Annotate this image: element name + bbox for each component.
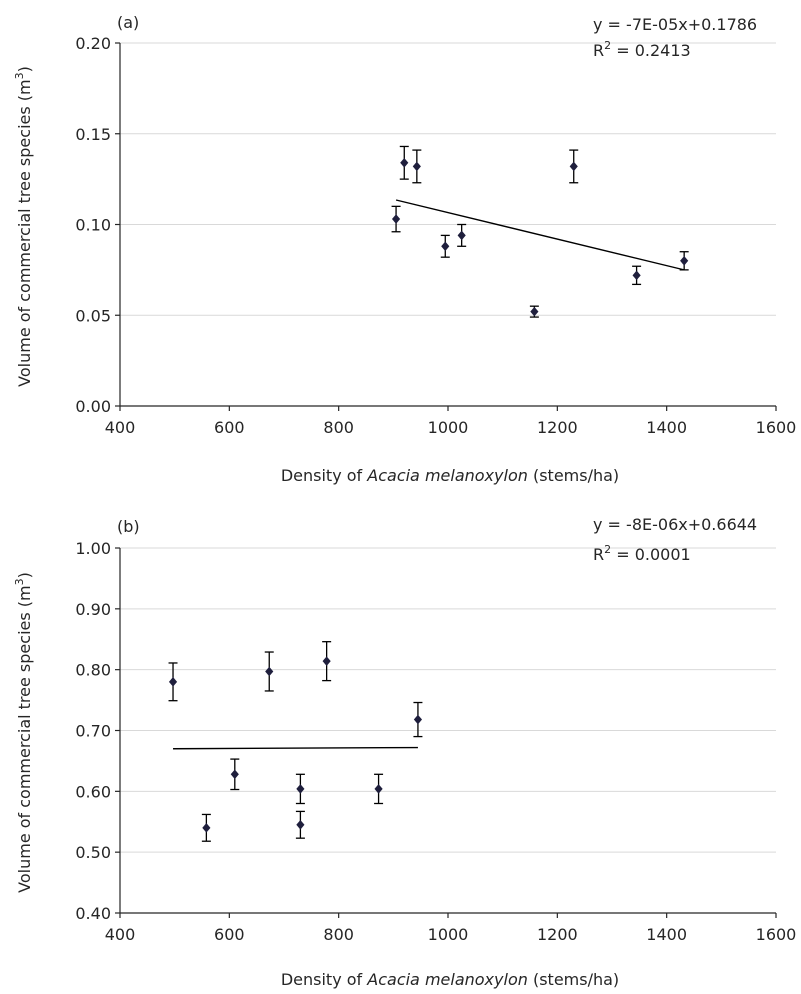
x-tick-label: 1600	[756, 418, 797, 437]
data-point	[457, 230, 466, 241]
data-point	[296, 784, 305, 794]
trendline	[395, 199, 685, 271]
x-tick-label: 600	[214, 418, 245, 437]
x-axis-label-prefix: Density of	[281, 970, 367, 989]
x-tick-label: 1200	[537, 925, 578, 944]
r-squared-value: = 0.0001	[611, 545, 691, 564]
x-tick-label: 1400	[646, 418, 687, 437]
x-axis-label-prefix: Density of	[281, 466, 367, 485]
x-axis-label-species: Acacia melanoxylon	[366, 466, 528, 485]
x-tick-label: 600	[214, 925, 245, 944]
x-tick-label: 1200	[537, 418, 578, 437]
r-squared-prefix: R	[593, 41, 604, 60]
x-axis-label: Density of Acacia melanoxylon (stems/ha)	[281, 466, 619, 485]
y-axis-label: Volume of commercial tree species (m3)	[13, 572, 34, 893]
chart-panel-b: 0.40 0.50 0.60 0.70 0.80 0.90 1.00 400 600 800 100…	[13, 515, 796, 989]
data-point	[413, 714, 423, 725]
data-point	[412, 161, 421, 172]
regression-equation: y = -8E-06x+0.6644	[593, 515, 757, 534]
y-tick-label: 0.20	[75, 34, 111, 53]
trendline	[173, 746, 418, 750]
y-tick-label: 0.15	[75, 125, 111, 144]
y-tick-label: 0.10	[75, 216, 111, 235]
data-point	[530, 306, 539, 317]
data-point	[374, 784, 383, 794]
data-point	[296, 819, 305, 830]
y-axis-label-sup: 3	[13, 72, 26, 79]
y-tick-label: 0.60	[75, 782, 111, 801]
x-axis-label-species: Acacia melanoxylon	[366, 970, 528, 989]
panel-label: (b)	[117, 517, 140, 536]
x-tick-label: 1400	[646, 925, 687, 944]
data-point	[265, 666, 274, 677]
y-axis-label-end: )	[15, 572, 34, 578]
x-axis-label-suffix: (stems/ha)	[528, 970, 619, 989]
r-squared-sup: 2	[604, 39, 611, 52]
data-point	[632, 270, 641, 281]
x-axis-label-suffix: (stems/ha)	[528, 466, 619, 485]
r-squared: R2 = 0.0001	[593, 543, 691, 564]
r-squared-sup: 2	[604, 543, 611, 556]
regression-equation: y = -7E-05x+0.1786	[593, 15, 757, 34]
y-tick-label: 0.90	[75, 600, 111, 619]
x-tick-label: 800	[323, 418, 354, 437]
y-tick-label: 0.00	[75, 397, 111, 416]
x-tick-label: 1600	[756, 925, 797, 944]
y-axis-label-main: Volume of commercial tree species (m	[15, 79, 34, 386]
r-squared: R2 = 0.2413	[593, 39, 691, 60]
x-tick-label: 800	[323, 925, 354, 944]
y-tick-label: 0.50	[75, 843, 111, 862]
chart-panel-a: 0.00 0.05 0.10 0.15 0.20 400 600 800 1000 1200 140…	[13, 13, 796, 485]
data-point	[569, 161, 578, 172]
y-tick-label: 0.05	[75, 306, 111, 325]
y-axis-label-end: )	[15, 66, 34, 72]
x-tick-label: 1000	[428, 925, 469, 944]
y-tick-label: 0.80	[75, 661, 111, 680]
y-tick-label: 0.40	[75, 904, 111, 923]
data-point	[202, 823, 211, 833]
r-squared-value: = 0.2413	[611, 41, 691, 60]
y-tick-label: 1.00	[75, 539, 111, 558]
y-axis-label-main: Volume of commercial tree species (m	[15, 585, 34, 892]
data-point	[230, 769, 239, 780]
x-tick-label: 400	[105, 925, 136, 944]
x-tick-label: 1000	[428, 418, 469, 437]
data-point	[391, 214, 401, 224]
x-tick-label: 400	[105, 418, 136, 437]
data-point	[400, 157, 409, 168]
panel-label: (a)	[117, 13, 139, 32]
r-squared-prefix: R	[593, 545, 604, 564]
y-axis-label: Volume of commercial tree species (m3)	[13, 66, 34, 387]
data-point	[680, 256, 689, 266]
data-point	[168, 677, 178, 687]
data-point	[322, 656, 331, 666]
y-tick-label: 0.70	[75, 722, 111, 741]
data-point	[441, 241, 450, 252]
x-axis-label: Density of Acacia melanoxylon (stems/ha)	[281, 970, 619, 989]
y-axis-label-sup: 3	[13, 578, 26, 585]
